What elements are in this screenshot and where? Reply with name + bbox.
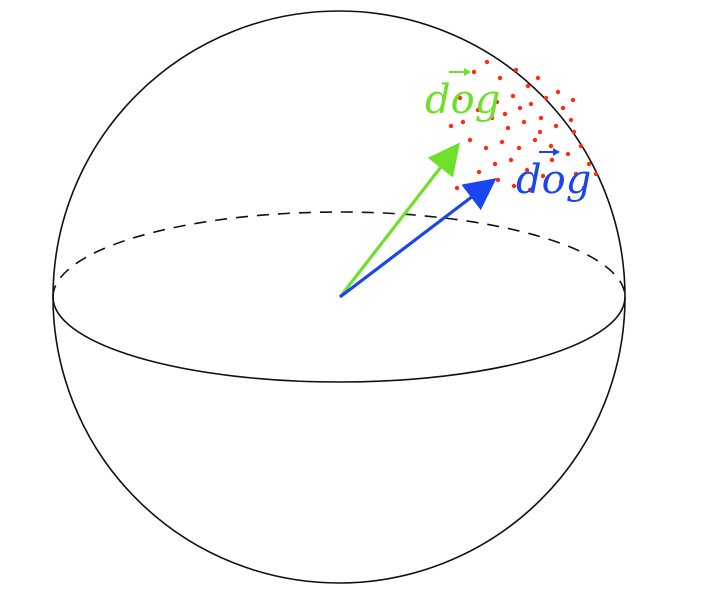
- point-cloud-dot: [516, 145, 522, 151]
- point-cloud-dot: [560, 105, 566, 111]
- point-cloud-dot: [555, 89, 561, 95]
- point-cloud-dot: [571, 129, 577, 135]
- blue-vector-label: dog: [516, 157, 591, 203]
- point-cloud-dot: [463, 183, 469, 189]
- equator-front: [52, 296, 626, 383]
- point-cloud-dot: [517, 105, 523, 111]
- point-cloud-dot: [565, 151, 571, 157]
- blue-vector-arrow: [339, 178, 497, 299]
- point-cloud-dot: [553, 123, 559, 129]
- point-cloud-dot: [537, 129, 543, 135]
- point-cloud-dot: [457, 95, 463, 101]
- point-cloud-dot: [508, 157, 514, 163]
- green-vector-label-arrowhead-icon: [464, 68, 471, 76]
- point-cloud-dot: [578, 143, 584, 149]
- point-cloud-dot: [476, 169, 482, 175]
- point-cloud-dot: [527, 187, 533, 193]
- point-cloud-dot: [460, 119, 466, 125]
- point-cloud-dot: [484, 59, 490, 65]
- point-cloud-dot: [495, 177, 501, 183]
- point-cloud-dot: [548, 143, 554, 149]
- point-cloud-dot: [568, 117, 574, 123]
- point-cloud-dot: [492, 161, 498, 167]
- green-vector-arrow: [338, 142, 460, 298]
- point-cloud-dot: [467, 137, 473, 143]
- point-cloud-dot: [489, 115, 495, 121]
- point-cloud-dot: [494, 99, 500, 105]
- point-cloud-dot: [540, 173, 546, 179]
- point-cloud-dot: [513, 67, 519, 73]
- point-cloud-dot: [511, 183, 517, 189]
- point-cloud-dot: [502, 111, 508, 117]
- point-cloud-dot: [543, 95, 549, 101]
- point-cloud-dot: [558, 179, 564, 185]
- point-cloud-dot: [475, 107, 481, 113]
- point-cloud-dot: [510, 93, 516, 99]
- point-cloud-dot: [483, 145, 489, 151]
- point-cloud-dot: [593, 171, 599, 177]
- point-cloud-dot: [521, 119, 527, 125]
- blue-vector-label-group: dog: [516, 148, 591, 203]
- point-cloud-dot: [538, 115, 544, 121]
- point-cloud-dot: [499, 139, 505, 145]
- point-cloud-dot: [581, 185, 587, 191]
- point-cloud-dot: [535, 75, 541, 81]
- point-cloud-dot: [471, 69, 477, 75]
- point-cloud-dot: [454, 185, 460, 191]
- point-cloud-dot: [549, 157, 555, 163]
- point-cloud-dot: [528, 101, 534, 107]
- point-cloud-dot: [570, 97, 576, 103]
- blue-vector-label-arrowhead-icon: [553, 148, 560, 156]
- point-cloud-dot: [524, 167, 530, 173]
- equator-back-dashed: [52, 211, 626, 298]
- point-cloud-dot: [573, 171, 579, 177]
- point-cloud-dot: [525, 83, 531, 89]
- point-cloud: [448, 59, 599, 195]
- green-vector-label-group: dog: [425, 68, 500, 123]
- point-cloud-dot: [448, 123, 454, 129]
- point-cloud-dot: [532, 137, 538, 143]
- point-cloud-dot: [497, 75, 503, 81]
- point-cloud-dot: [505, 125, 511, 131]
- sphere-outline: [52, 10, 626, 584]
- green-vector-label: dog: [425, 77, 500, 123]
- point-cloud-dot: [586, 161, 592, 167]
